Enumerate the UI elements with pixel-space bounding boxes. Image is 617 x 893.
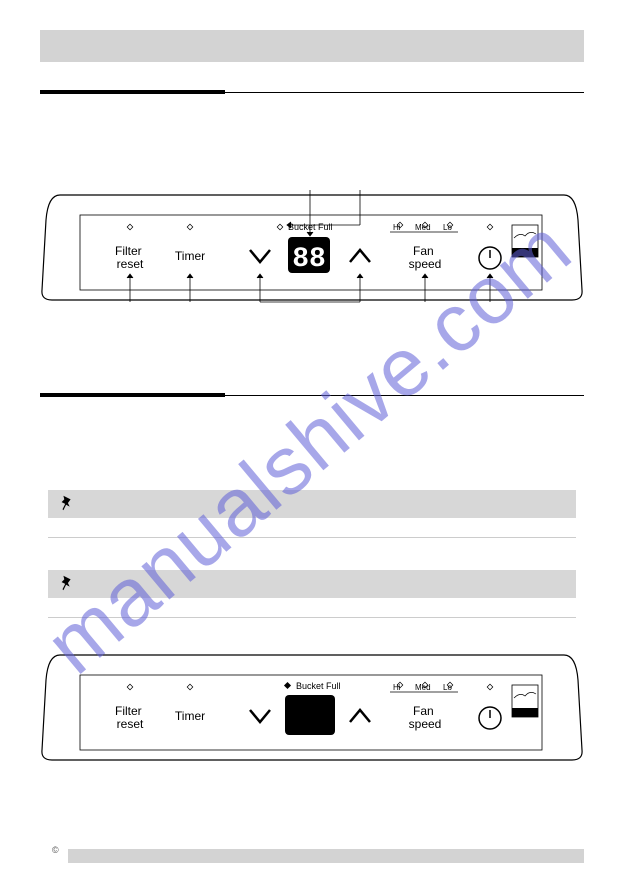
svg-text:Fan speed: Fan speed [409,704,442,731]
svg-text:Filter reset: Filter reset [115,704,145,731]
divider-thick-2 [40,393,225,397]
note-box-2 [48,570,576,598]
page-root: Bucket Full Hi Med Lo Filter reset Timer… [0,0,617,893]
svg-text:Hi: Hi [393,683,401,692]
svg-text:Hi: Hi [393,223,401,232]
svg-text:Med: Med [415,683,431,692]
svg-text:Med: Med [415,223,431,232]
svg-text:Fan speed: Fan speed [409,244,442,271]
svg-text:Timer: Timer [175,249,205,263]
svg-text:Bucket Full: Bucket Full [296,681,341,691]
pin-icon [58,494,76,512]
pin-icon [58,574,76,592]
control-panel-2: Bucket Full Hi Med Lo Filter reset Timer… [40,650,584,765]
display-value: 88 [292,244,326,275]
svg-text:Timer: Timer [175,709,205,723]
svg-text:Lo: Lo [443,223,452,232]
footer-gray-bar [68,849,584,863]
note-box-1-body [48,518,576,538]
svg-text:Lo: Lo [443,683,452,692]
note-box-2-body [48,598,576,618]
control-panel-1: Bucket Full Hi Med Lo Filter reset Timer… [40,190,584,305]
note-box-1 [48,490,576,518]
svg-text:Filter reset: Filter reset [115,244,145,271]
footer-copyright: © [52,845,59,855]
header-gray-bar [40,30,584,62]
divider-thick-1 [40,90,225,94]
